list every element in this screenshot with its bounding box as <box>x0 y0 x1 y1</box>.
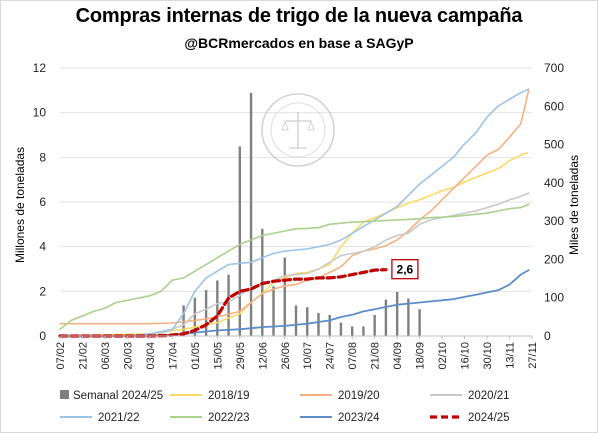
weekly-bar <box>216 280 219 336</box>
x-tick-label: 30/10 <box>482 342 494 370</box>
y-right-tick-label: 600 <box>544 99 564 113</box>
y-right-tick-label: 400 <box>544 176 564 190</box>
weekly-bar <box>328 314 331 336</box>
weekly-bar <box>249 92 253 336</box>
y-right-tick-label: 700 <box>544 61 564 75</box>
x-tick-label: 07/02 <box>55 342 67 370</box>
weekly-bar <box>339 322 343 336</box>
x-tick-label: 07/08 <box>347 342 359 370</box>
y-right-tick-label: 200 <box>544 252 564 266</box>
series-line-2018-19 <box>59 152 529 337</box>
legend-label: 2020/21 <box>468 390 510 402</box>
weekly-bar <box>362 326 365 336</box>
legend-label: 2019/20 <box>338 390 380 402</box>
x-tick-label: 13/11 <box>505 342 517 369</box>
legend-label: 2023/24 <box>338 412 380 424</box>
y-left-tick-label: 6 <box>39 195 46 209</box>
series-line-2020-21 <box>59 192 530 337</box>
weekly-bar <box>350 326 354 336</box>
y-left-tick-label: 10 <box>33 106 47 120</box>
weekly-bar <box>395 291 399 336</box>
bcr-seal-watermark <box>261 93 335 167</box>
legend: Semanal 2024/25 2018/19 2019/20 2020/21 2021… <box>60 390 510 424</box>
weekly-bar <box>317 313 320 336</box>
legend-label: 2021/22 <box>98 412 140 424</box>
weekly-bar <box>272 286 275 336</box>
y-right-tick-label: 300 <box>544 214 564 228</box>
annotation-callout: 2,6 <box>391 259 419 280</box>
x-tick-label: 04/09 <box>392 342 404 370</box>
x-tick-label: 29/05 <box>235 342 247 370</box>
y-axis-right-title: Miles de toneladas <box>567 155 581 255</box>
x-tick-label: 26/06 <box>280 342 292 370</box>
legend-label: 2022/23 <box>208 412 250 424</box>
y-right-tick-label: 100 <box>544 291 564 305</box>
x-tick-label: 17/04 <box>167 342 179 370</box>
axes: 0 2 4 6 8 10 12 0 100 200 300 400 500 600 700 07/02 21/0… <box>33 61 565 370</box>
series-line-2022-23 <box>59 203 530 331</box>
weekly-bar <box>193 297 197 336</box>
legend-label: Semanal 2024/25 <box>73 390 163 402</box>
x-tick-label: 01/05 <box>190 342 202 370</box>
y-axis-left-title: Millones de toneladas <box>13 147 27 263</box>
y-right-tick-label: 0 <box>544 329 551 343</box>
y-left-tick-label: 4 <box>39 240 46 254</box>
weekly-bar <box>407 298 410 336</box>
x-tick-label: 16/10 <box>460 342 472 370</box>
legend-swatch <box>60 390 69 399</box>
x-tick-label: 02/10 <box>437 342 449 370</box>
legend-label: 2018/19 <box>208 390 250 402</box>
series-line-2023-24 <box>59 269 530 337</box>
y-left-tick-label: 8 <box>39 150 46 164</box>
weekly-bar <box>182 305 185 336</box>
weekly-bar <box>306 307 309 336</box>
weekly-bar <box>238 146 242 336</box>
callout-label: 2,6 <box>397 263 414 277</box>
x-tick-label: 10/07 <box>302 342 314 370</box>
x-tick-label: 03/04 <box>145 342 157 370</box>
chart-subtitle: @BCRmercados en base a SAGyP <box>184 35 414 51</box>
weekly-bar <box>204 290 208 336</box>
y-left-tick-label: 12 <box>33 61 47 75</box>
x-tick-label: 06/03 <box>100 342 112 370</box>
x-tick-label: 18/09 <box>415 342 427 370</box>
x-tick-label: 20/03 <box>122 342 134 370</box>
series-line-2024-25 <box>58 268 388 338</box>
x-tick-label: 27/11 <box>527 342 539 369</box>
season-lines <box>58 88 530 338</box>
x-tick-label: 12/06 <box>257 342 269 370</box>
weekly-bar <box>283 257 286 336</box>
x-tick-label: 21/02 <box>77 342 89 370</box>
weekly-bar <box>294 305 298 336</box>
weekly-bar <box>227 274 230 336</box>
x-tick-label: 15/05 <box>212 342 224 370</box>
y-left-tick-label: 0 <box>39 329 46 343</box>
legend-label: 2024/25 <box>468 412 510 424</box>
y-right-tick-label: 500 <box>544 138 564 152</box>
chart-title: Compras internas de trigo de la nueva ca… <box>75 5 523 27</box>
callout-box <box>391 259 419 280</box>
weekly-bar <box>418 309 421 336</box>
series-line-2019-20 <box>59 89 530 325</box>
x-tick-label: 24/07 <box>325 342 337 370</box>
series-line-2021-22 <box>59 88 530 337</box>
weekly-bar <box>373 314 376 336</box>
x-tick-label: 21/08 <box>370 342 382 370</box>
y-left-tick-label: 2 <box>39 284 46 298</box>
weekly-bar <box>384 299 388 336</box>
